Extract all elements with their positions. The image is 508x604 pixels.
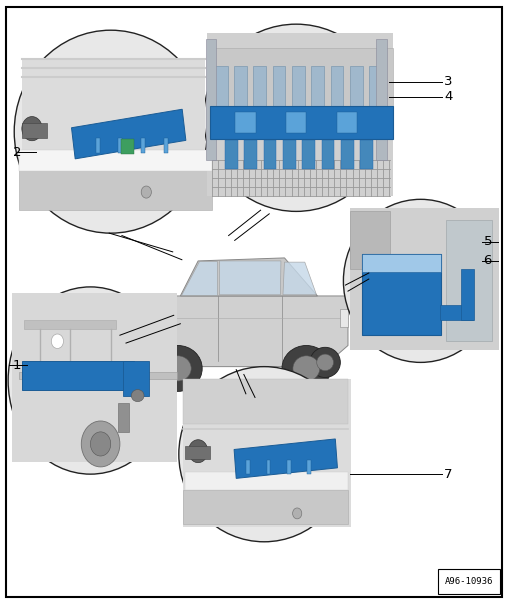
Bar xyxy=(19,168,212,210)
Bar xyxy=(145,309,152,327)
Ellipse shape xyxy=(153,345,202,391)
Bar xyxy=(286,112,306,133)
Bar xyxy=(350,211,390,269)
Bar xyxy=(287,460,291,474)
Text: A96-10936: A96-10936 xyxy=(444,577,493,586)
Ellipse shape xyxy=(179,367,350,542)
Ellipse shape xyxy=(293,356,320,381)
Text: 7: 7 xyxy=(444,467,453,481)
Bar xyxy=(22,59,205,204)
Bar xyxy=(210,106,393,139)
Bar xyxy=(12,293,177,462)
Circle shape xyxy=(81,421,120,467)
Polygon shape xyxy=(145,296,348,367)
Bar xyxy=(22,123,47,138)
Bar xyxy=(185,472,348,490)
Text: 1: 1 xyxy=(13,359,21,372)
Bar xyxy=(207,48,393,112)
Bar xyxy=(121,139,134,154)
Bar xyxy=(311,66,324,106)
Bar xyxy=(292,66,305,106)
Bar xyxy=(225,140,238,169)
Bar xyxy=(362,254,441,272)
Bar xyxy=(307,460,311,474)
Bar xyxy=(267,460,270,474)
Bar xyxy=(96,138,100,153)
Polygon shape xyxy=(72,109,186,159)
Ellipse shape xyxy=(22,117,42,141)
Bar xyxy=(246,460,250,474)
Text: 2: 2 xyxy=(13,146,21,159)
Bar xyxy=(215,66,228,106)
Bar xyxy=(369,66,382,106)
Bar xyxy=(461,269,474,320)
Bar xyxy=(341,140,354,169)
Bar xyxy=(234,66,247,106)
Bar xyxy=(273,66,285,106)
Bar xyxy=(253,66,266,106)
Circle shape xyxy=(51,334,64,349)
Bar xyxy=(141,138,145,153)
Bar xyxy=(362,254,441,335)
Circle shape xyxy=(293,508,302,519)
Bar xyxy=(360,140,373,169)
Polygon shape xyxy=(234,439,337,478)
Bar xyxy=(376,39,387,160)
Text: 3: 3 xyxy=(444,75,453,88)
Ellipse shape xyxy=(149,354,166,371)
Ellipse shape xyxy=(317,354,333,371)
Bar xyxy=(19,150,212,171)
Bar xyxy=(183,490,348,524)
Ellipse shape xyxy=(343,199,498,362)
Ellipse shape xyxy=(310,347,340,378)
Polygon shape xyxy=(118,403,129,432)
Bar xyxy=(183,379,348,424)
Bar xyxy=(164,138,168,153)
Circle shape xyxy=(90,432,111,456)
Bar xyxy=(322,140,334,169)
Circle shape xyxy=(141,186,151,198)
Bar xyxy=(264,140,276,169)
Ellipse shape xyxy=(131,390,144,402)
Bar xyxy=(350,208,499,350)
Ellipse shape xyxy=(14,30,207,233)
Polygon shape xyxy=(180,258,318,296)
Polygon shape xyxy=(283,262,316,295)
Polygon shape xyxy=(219,261,281,295)
Ellipse shape xyxy=(188,440,208,463)
Bar xyxy=(207,33,393,196)
Text: 6: 6 xyxy=(484,254,492,268)
Bar xyxy=(331,66,343,106)
Polygon shape xyxy=(181,261,217,295)
Bar xyxy=(283,140,296,169)
Ellipse shape xyxy=(204,24,389,211)
Bar xyxy=(235,112,256,133)
Bar xyxy=(206,39,216,160)
Bar xyxy=(302,140,315,169)
Bar xyxy=(446,220,492,341)
Bar xyxy=(183,379,351,527)
Bar xyxy=(438,569,500,594)
Polygon shape xyxy=(24,320,116,329)
Bar xyxy=(19,372,177,379)
Bar xyxy=(440,305,473,320)
Bar xyxy=(350,66,363,106)
Ellipse shape xyxy=(165,356,191,381)
Bar xyxy=(22,361,134,390)
Ellipse shape xyxy=(8,287,173,474)
Bar xyxy=(340,309,348,327)
Bar xyxy=(123,361,149,396)
Ellipse shape xyxy=(282,345,331,391)
Ellipse shape xyxy=(142,347,173,378)
Bar xyxy=(244,140,257,169)
Text: 5: 5 xyxy=(484,235,492,248)
Text: 4: 4 xyxy=(444,90,452,103)
Bar xyxy=(118,138,122,153)
Bar xyxy=(185,446,210,459)
Bar xyxy=(337,112,357,133)
